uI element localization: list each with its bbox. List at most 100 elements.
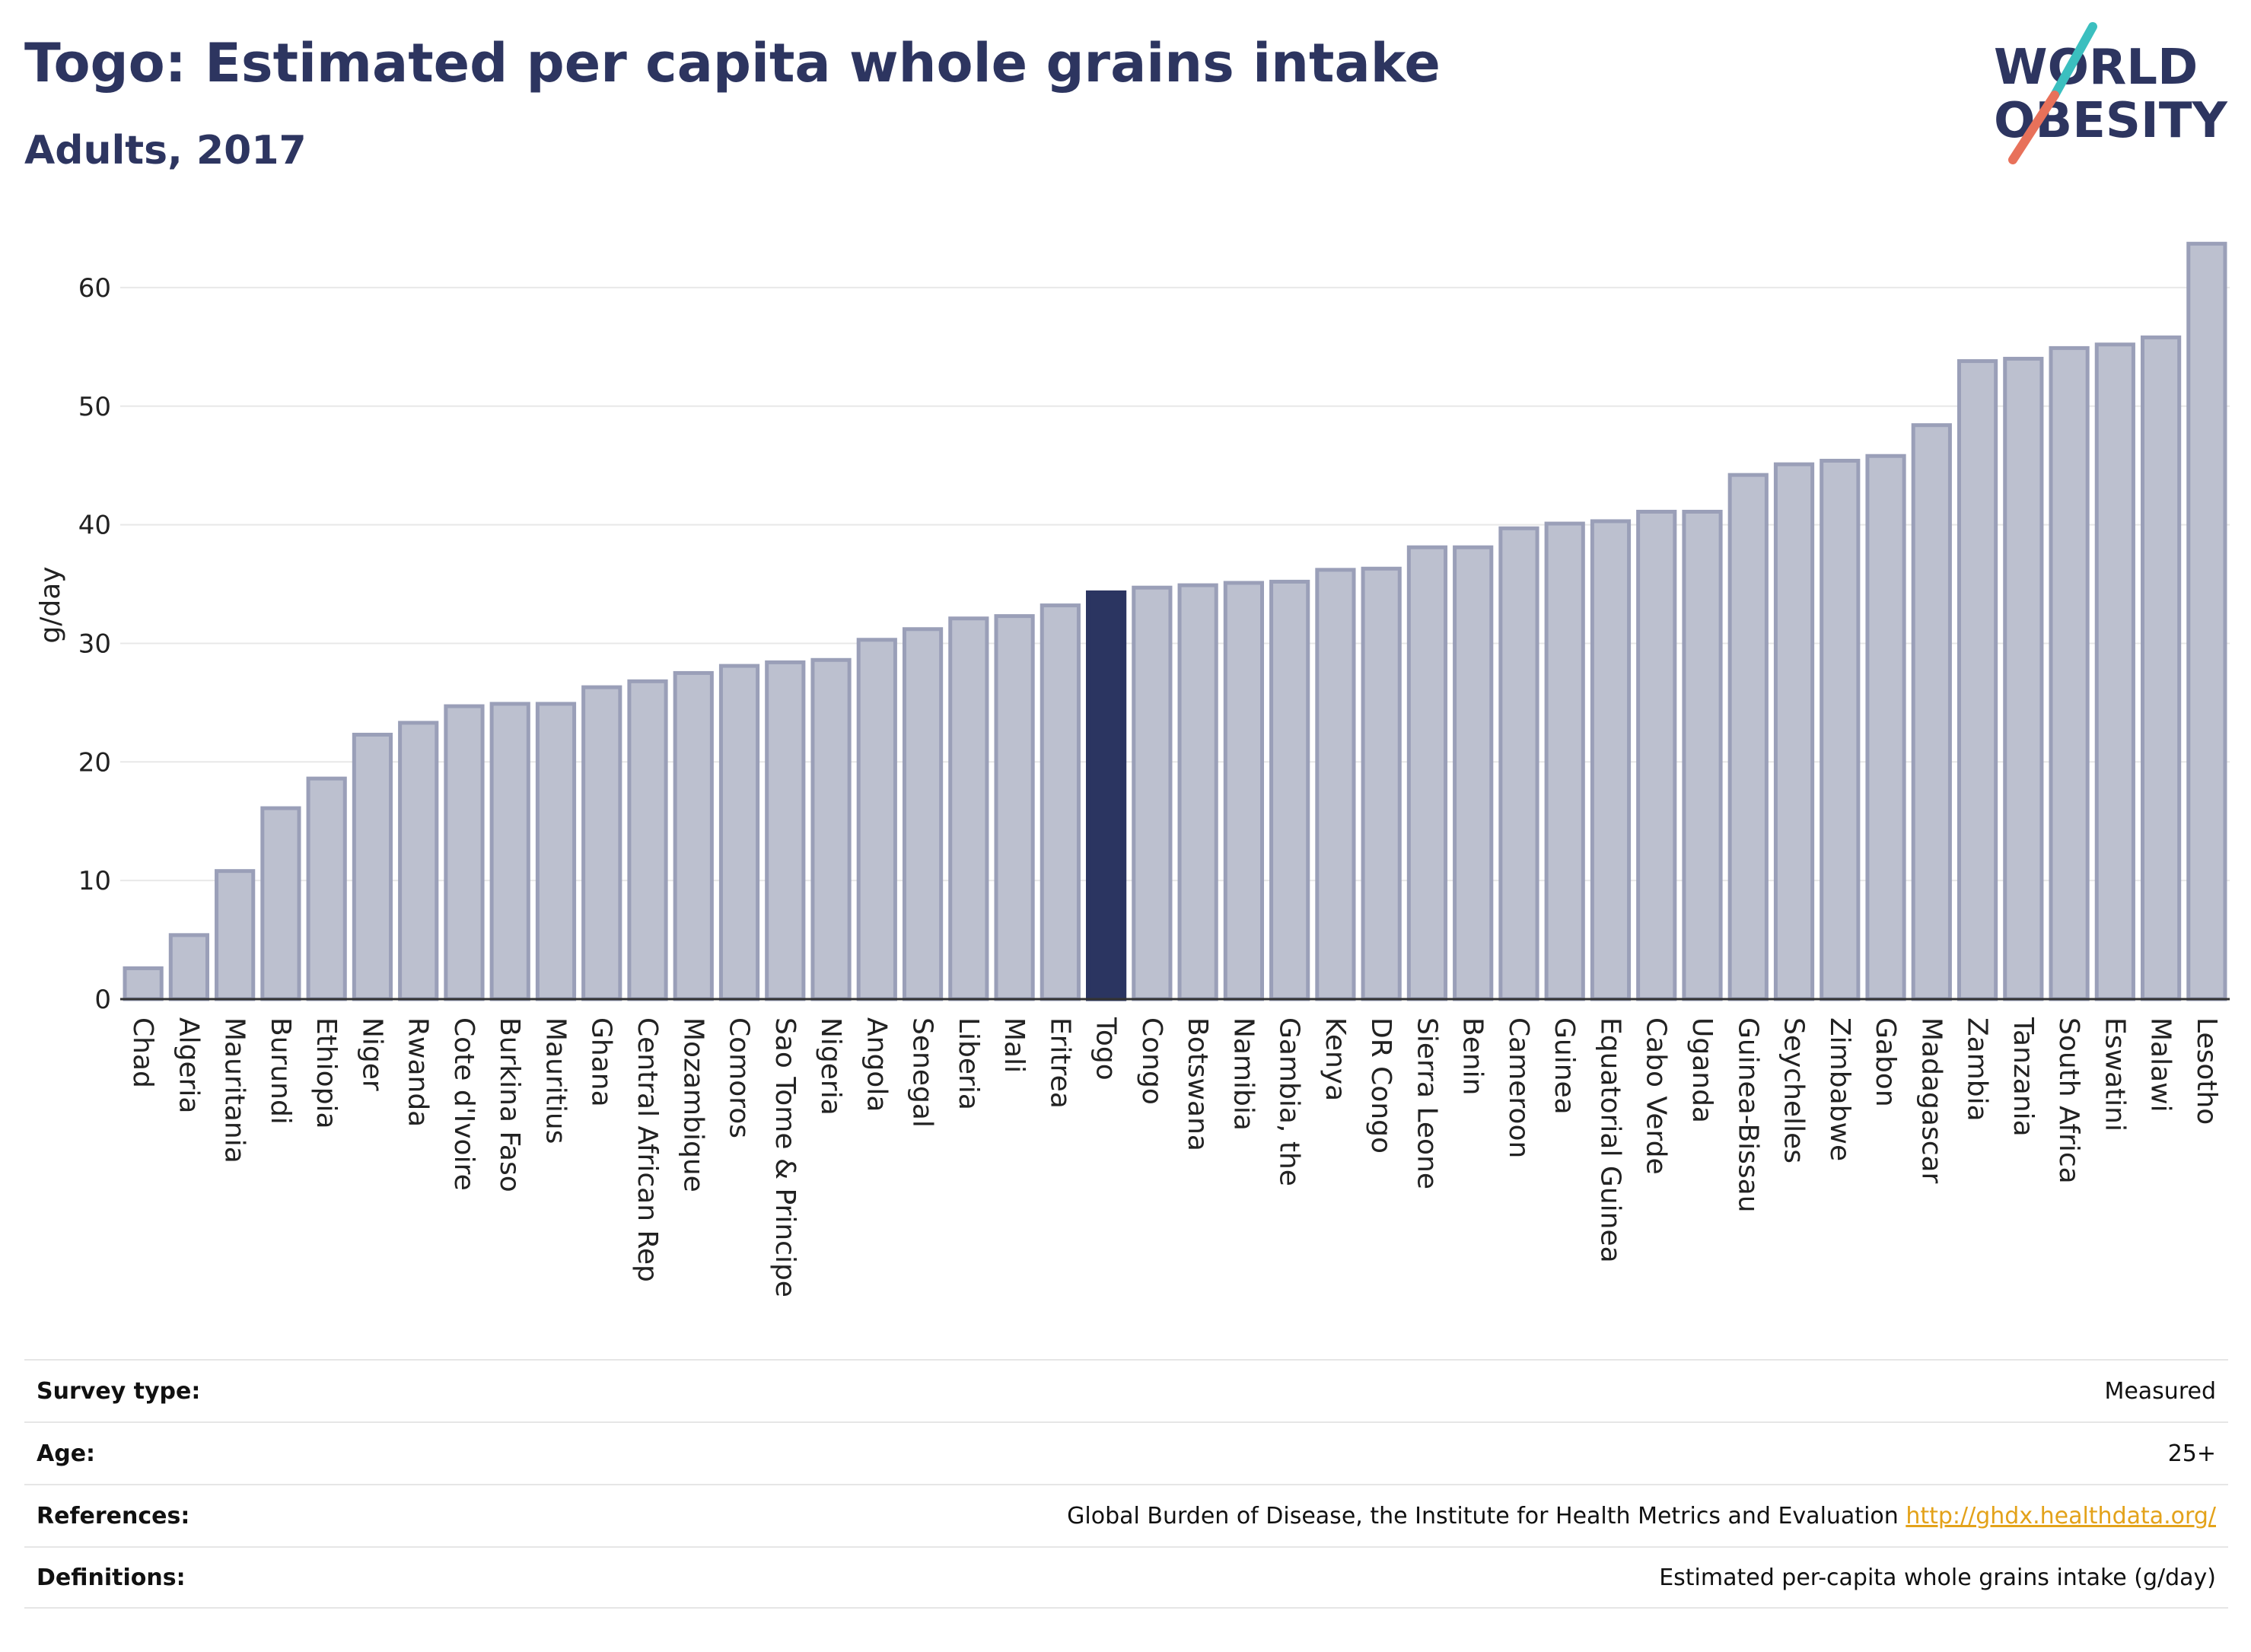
meta-value: 25+: [2167, 1440, 2216, 1467]
bar-madagascar: [1911, 423, 1952, 1001]
bar-burundi: [260, 806, 301, 1001]
chart-title: Togo: Estimated per capita whole grains …: [24, 32, 1441, 94]
bar-chad: [123, 966, 164, 1001]
x-category-label: Cameroon: [1503, 1017, 1534, 1158]
bar-sierra-leone: [1406, 545, 1448, 1001]
bar-eswatini: [2094, 342, 2135, 1001]
meta-key: Age:: [37, 1440, 96, 1467]
bar-guinea-bissau: [1727, 473, 1769, 1001]
bar-liberia: [948, 616, 989, 1001]
x-category-label: Central African Rep: [632, 1017, 663, 1282]
meta-row: Survey type: Measured: [24, 1359, 2228, 1421]
logo-line1: WORLD: [1994, 40, 2198, 96]
bar-guinea: [1544, 521, 1585, 1001]
x-category-label: Mali: [998, 1017, 1030, 1073]
x-category-label: Eswatini: [2099, 1017, 2130, 1132]
x-category-label: Eritrea: [1044, 1017, 1075, 1109]
x-category-label: Burkina Faso: [494, 1017, 525, 1192]
x-category-label: Madagascar: [1915, 1017, 1947, 1184]
y-tick-label: 30: [78, 629, 111, 659]
x-category-label: Sao Tome & Principe: [769, 1017, 801, 1297]
bar-ethiopia: [306, 776, 347, 1001]
y-tick-label: 60: [78, 273, 111, 304]
x-category-label: Niger: [356, 1017, 387, 1091]
meta-key: Survey type:: [37, 1377, 201, 1405]
x-category-label: Equatorial Guinea: [1594, 1017, 1625, 1263]
y-tick-label: 20: [78, 747, 111, 778]
x-category-label: Angola: [861, 1017, 892, 1112]
bar-chart: 0 10 20 30 40 50 60 Chad Algeria Mauritania Burun…: [35, 241, 2230, 1297]
y-tick-label: 40: [78, 511, 111, 541]
bar-cameroon: [1498, 526, 1539, 1001]
x-category-label: Senegal: [907, 1017, 938, 1128]
x-category-label: South Africa: [2053, 1017, 2084, 1184]
meta-row: Definitions: Estimated per-capita whole g…: [24, 1546, 2228, 1609]
bar-uganda: [1682, 509, 1723, 1001]
x-category-label: Algeria: [173, 1017, 204, 1114]
x-category-label: Mozambique: [677, 1017, 708, 1192]
bar-congo: [1132, 585, 1173, 1001]
meta-row: Age: 25+: [24, 1421, 2228, 1484]
logo-slash-coral: [2008, 91, 2059, 164]
y-tick-label: 50: [78, 392, 111, 422]
x-category-label: Seychelles: [1778, 1017, 1810, 1163]
x-category-label: Comoros: [724, 1017, 755, 1138]
x-category-label: Uganda: [1686, 1017, 1718, 1123]
x-labels: Chad Algeria Mauritania Burundi Ethiopia Nige…: [127, 1017, 2222, 1297]
bar-mali: [994, 614, 1035, 1001]
x-category-label: Cabo Verde: [1641, 1017, 1672, 1175]
bar-dr-congo: [1361, 566, 1402, 1001]
x-category-label: Chad: [127, 1017, 158, 1088]
x-category-label: Zambia: [1962, 1017, 1993, 1122]
bar-equatorial-guinea: [1590, 519, 1632, 1001]
bar-nigeria: [810, 657, 852, 1001]
x-category-label: Lesotho: [2191, 1017, 2222, 1125]
bar-togo: [1086, 590, 1127, 1001]
bar-cabo-verde: [1636, 509, 1677, 1001]
bar-mauritius: [535, 702, 577, 1001]
bar-benin: [1453, 545, 1494, 1001]
meta-value: Measured: [2104, 1377, 2216, 1405]
bar-rwanda: [398, 721, 439, 1001]
x-category-label: Benin: [1457, 1017, 1488, 1095]
y-tick-label: 10: [78, 866, 111, 896]
bar-gambia-the: [1269, 579, 1310, 1001]
logo-slash-teal: [2050, 22, 2097, 100]
x-category-label: Mauritania: [219, 1017, 250, 1163]
x-category-label: Liberia: [953, 1017, 984, 1110]
x-category-label: Botswana: [1182, 1017, 1213, 1151]
x-category-label: Cote d'Ivoire: [448, 1017, 479, 1191]
x-category-label: Sierra Leone: [1411, 1017, 1442, 1189]
bar-algeria: [168, 933, 209, 1001]
x-category-label: Malawi: [2145, 1017, 2176, 1112]
bar-senegal: [902, 627, 944, 1001]
world-obesity-logo: WORLD OBESITY: [1994, 22, 2227, 164]
bar-gabon: [1865, 454, 1906, 1001]
bar-zimbabwe: [1820, 458, 1861, 1001]
reference-link[interactable]: http://ghdx.healthdata.org/: [1906, 1502, 2216, 1529]
bar-malawi: [2141, 335, 2182, 1001]
bar-zambia: [1956, 359, 1998, 1001]
meta-value: Global Burden of Disease, the Institute …: [1067, 1502, 2216, 1529]
bar-seychelles: [1773, 462, 1815, 1001]
x-category-label: Rwanda: [403, 1017, 434, 1127]
bar-south-africa: [2049, 345, 2090, 1001]
x-category-label: Togo: [1090, 1017, 1122, 1081]
bar-cote-d-ivoire: [444, 704, 485, 1001]
chart-subtitle: Adults, 2017: [24, 128, 307, 173]
x-category-label: Kenya: [1320, 1017, 1351, 1101]
y-tick-label: 0: [94, 985, 111, 1015]
bar-eritrea: [1040, 603, 1081, 1001]
x-category-label: Congo: [1136, 1017, 1167, 1105]
meta-key: References:: [37, 1502, 190, 1529]
meta-row: References: Global Burden of Disease, the…: [24, 1484, 2228, 1546]
bar-sao-tome-principe: [765, 660, 806, 1001]
x-category-label: Guinea-Bissau: [1732, 1017, 1763, 1213]
metadata-table: Survey type: Measured Age: 25+ References: Gl…: [24, 1359, 2228, 1609]
bar-angola: [856, 638, 897, 1001]
bar-comoros: [718, 664, 760, 1001]
bar-mozambique: [673, 670, 714, 1001]
x-category-label: DR Congo: [1365, 1017, 1396, 1154]
bar-tanzania: [2003, 356, 2044, 1001]
y-ticks: 0 10 20 30 40 50 60: [78, 273, 111, 1015]
